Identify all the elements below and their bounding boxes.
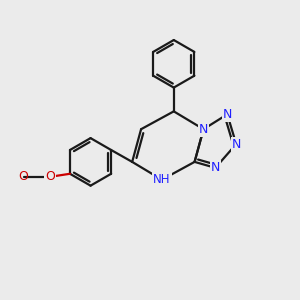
Text: N: N [211, 161, 220, 174]
Text: N: N [232, 138, 241, 151]
Text: N: N [223, 108, 232, 121]
Text: O: O [19, 170, 28, 183]
Text: NH: NH [153, 173, 171, 186]
Text: N: N [199, 123, 208, 136]
Text: O: O [46, 170, 56, 183]
